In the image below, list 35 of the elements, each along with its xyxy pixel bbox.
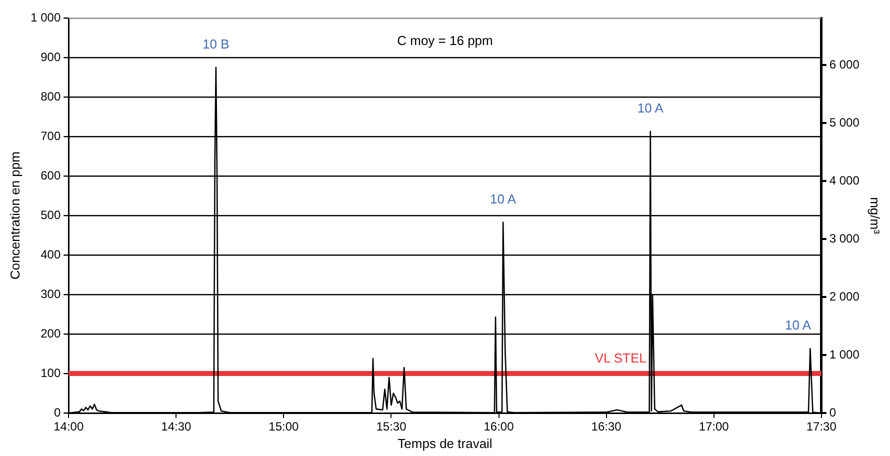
- annotation: 10 A: [637, 100, 664, 116]
- x-tick-label: 17:00: [698, 420, 730, 434]
- y-tick-label: 700: [40, 128, 61, 143]
- y-tick-label: 1 000: [30, 10, 61, 24]
- y-tick-label: 600: [40, 168, 61, 182]
- ref-line-label: VL STEL: [594, 350, 646, 366]
- y2-tick-label: 0: [829, 405, 836, 420]
- y-tick-label: 500: [40, 208, 61, 222]
- annotation: C moy = 16 ppm: [397, 33, 493, 48]
- y-tick-label: 300: [40, 286, 61, 301]
- x-tick-label: 16:00: [484, 420, 514, 434]
- x-tick-label: 14:00: [54, 420, 84, 434]
- y2-tick-label: 1 000: [829, 347, 860, 362]
- x-tick-label: 17:30: [806, 420, 837, 434]
- annotation: 10 A: [784, 318, 812, 333]
- annotation: 10 B: [202, 36, 230, 52]
- y2-axis-title: mg/m³: [868, 197, 883, 235]
- y-tick-label: 900: [40, 50, 61, 64]
- y-tick-label: 100: [40, 366, 61, 380]
- y2-tick-label: 5 000: [829, 115, 860, 130]
- x-tick-label: 15:00: [268, 420, 300, 434]
- y-tick-label: 400: [40, 247, 61, 262]
- annotation: 10 A: [490, 191, 516, 206]
- x-tick-label: 15:30: [376, 420, 407, 434]
- y2-tick-label: 6 000: [829, 57, 860, 72]
- y2-tick-label: 3 000: [829, 231, 860, 246]
- y-axis-title: Concentration en ppm: [7, 152, 22, 280]
- y2-tick-label: 2 000: [829, 289, 860, 304]
- y2-tick-label: 4 000: [829, 173, 860, 188]
- x-tick-label: 16:30: [591, 420, 622, 434]
- y-tick-label: 0: [54, 405, 61, 420]
- x-tick-label: 14:30: [161, 420, 192, 434]
- x-axis-title: Temps de travail: [398, 436, 492, 451]
- y-tick-label: 200: [40, 326, 61, 340]
- y-tick-label: 800: [40, 89, 61, 104]
